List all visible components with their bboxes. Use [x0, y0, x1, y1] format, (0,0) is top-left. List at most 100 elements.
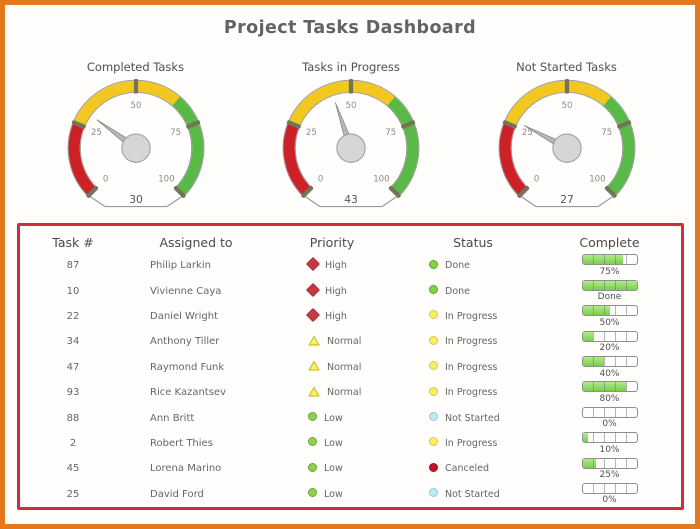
progress-label: 20%	[599, 343, 620, 354]
assignee-name: Vivienne Caya	[150, 285, 222, 297]
gauge-hub	[336, 133, 366, 163]
status-label: In Progress	[445, 310, 498, 322]
column-header: Assigned to	[159, 235, 233, 250]
status-icon	[429, 335, 438, 348]
status-cell: In Progress	[408, 335, 538, 348]
gauge-hub	[551, 133, 582, 163]
progress-label: 80%	[599, 393, 620, 404]
progress-bar	[581, 254, 638, 266]
status-icon	[429, 437, 438, 449]
column-header: Task #	[52, 235, 94, 250]
svg-text:100: 100	[158, 175, 174, 185]
column-header: Status	[453, 235, 493, 250]
status-icon	[429, 259, 438, 272]
priority-label: High	[325, 260, 347, 272]
priority-icon	[308, 437, 317, 449]
task-number: 87	[66, 260, 80, 272]
table-row[interactable]: 45 Lorena Marino Low Canceled 25%	[20, 456, 681, 481]
priority-label: Normal	[327, 361, 362, 373]
task-number: 34	[66, 336, 80, 348]
table-row[interactable]: 10 Vivienne Caya High Done Done	[20, 278, 681, 303]
gauge-title: Completed Tasks	[86, 60, 185, 74]
priority-cell: High	[288, 257, 408, 272]
priority-cell: Low	[288, 462, 408, 475]
progress-fill	[582, 306, 610, 316]
task-number: 25	[66, 488, 80, 500]
priority-icon	[305, 282, 321, 298]
priority-label: Normal	[327, 387, 362, 399]
gauge: Tasks in Progress 0 25 50 75 100 43	[249, 60, 454, 210]
priority-label: High	[325, 310, 347, 322]
table-row[interactable]: 2 Robert Thies Low In Progress 10%	[20, 431, 681, 456]
table-row[interactable]: 88 Ann Britt Low Not Started 0%	[20, 405, 681, 430]
table-row[interactable]: 34 Anthony Tiller Normal In Progress 20%	[20, 329, 681, 354]
column-header: Priority	[309, 235, 355, 250]
assignee-name: Lorena Marino	[150, 463, 222, 475]
table-row[interactable]: 22 Daniel Wright High In Progress 50%	[20, 304, 681, 329]
progress-cell: 25%	[538, 457, 681, 481]
page-title: Project Tasks Dashboard	[223, 18, 477, 38]
status-label: Canceled	[445, 463, 490, 475]
table-row[interactable]: 47 Raymond Funk Normal In Progress 40%	[20, 355, 681, 380]
progress-cell: 0%	[538, 406, 681, 429]
assignee-name: Robert Thies	[150, 437, 213, 449]
priority-cell: Low	[288, 412, 408, 424]
tasks-table: Task # Assigned to Priority Status Complete …	[17, 223, 684, 510]
progress-cell: 50%	[538, 305, 681, 328]
status-cell: In Progress	[408, 386, 538, 399]
progress-label: 40%	[599, 368, 620, 379]
priority-icon	[305, 307, 321, 323]
status-icon	[429, 488, 438, 500]
priority-cell: High	[288, 282, 408, 298]
progress-bar	[581, 432, 638, 444]
gauge-value: 30	[129, 193, 143, 206]
status-cell: In Progress	[408, 310, 538, 322]
progress-bar	[581, 482, 638, 494]
progress-label: Done	[597, 292, 622, 303]
svg-text:75: 75	[601, 128, 612, 138]
status-label: In Progress	[445, 336, 498, 348]
priority-cell: High	[288, 307, 408, 323]
gauge-hub	[120, 133, 151, 163]
priority-cell: Low	[288, 488, 408, 500]
assignee-name: David Ford	[150, 488, 204, 500]
progress-label: 25%	[599, 470, 620, 481]
priority-cell: Normal	[288, 335, 408, 349]
status-label: Done	[445, 260, 470, 272]
priority-icon	[305, 257, 321, 272]
priority-cell: Normal	[288, 386, 408, 400]
status-label: In Progress	[445, 437, 498, 449]
table-row[interactable]: 87 Philip Larkin High Done 75%	[20, 253, 681, 278]
gauge-title: Tasks in Progress	[302, 60, 400, 74]
gauge-svg: 0 25 50 75 100 30	[67, 79, 204, 208]
status-icon	[429, 462, 438, 475]
progress-fill	[582, 331, 594, 341]
progress-fill	[582, 280, 637, 290]
progress-label: 75%	[599, 266, 620, 277]
progress-bar	[581, 330, 638, 342]
progress-cell: 10%	[538, 432, 681, 455]
table-row[interactable]: 93 Rice Kazantsev Normal In Progress 80%	[20, 380, 681, 405]
svg-text:100: 100	[373, 175, 389, 185]
table-row[interactable]: 25 David Ford Low Not Started 0%	[20, 482, 681, 507]
progress-cell: 75%	[538, 254, 681, 277]
progress-fill	[582, 433, 588, 443]
status-cell: Done	[408, 259, 538, 272]
task-number: 22	[66, 310, 80, 322]
svg-text:100: 100	[589, 175, 605, 185]
column-header: Complete	[579, 235, 640, 250]
status-cell: Done	[408, 285, 538, 297]
svg-text:50: 50	[561, 101, 572, 111]
assignee-name: Daniel Wright	[150, 310, 218, 322]
priority-cell: Normal	[288, 360, 408, 374]
status-label: Not Started	[445, 412, 500, 424]
gauge: Not Started Tasks 0 25 50 75 100 27	[464, 60, 669, 210]
priority-icon	[308, 360, 320, 374]
priority-label: Normal	[327, 336, 362, 348]
progress-fill	[582, 458, 596, 468]
gauge-svg: 0 25 50 75 100 43	[282, 79, 420, 208]
progress-label: 50%	[599, 317, 620, 328]
priority-icon	[308, 412, 317, 424]
svg-text:25: 25	[521, 128, 532, 138]
